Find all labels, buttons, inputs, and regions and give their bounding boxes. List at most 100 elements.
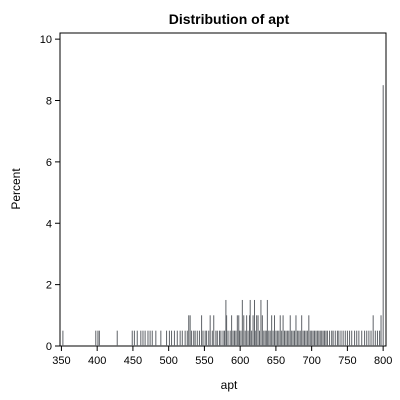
bar	[261, 315, 263, 346]
bar	[296, 330, 298, 346]
bar	[364, 330, 366, 346]
bar	[309, 330, 311, 346]
y-tick-label: 2	[46, 280, 52, 292]
bar	[332, 330, 334, 346]
bar	[322, 330, 324, 346]
y-tick-label: 4	[46, 218, 52, 230]
bar	[191, 330, 193, 346]
y-tick-label: 0	[46, 341, 52, 353]
bar	[319, 330, 321, 346]
y-axis-label: Percent	[9, 168, 23, 210]
bar	[266, 299, 268, 346]
bar	[305, 330, 307, 346]
bar	[260, 299, 262, 346]
bar	[202, 330, 204, 346]
bar	[249, 299, 251, 346]
bar	[294, 330, 296, 346]
bar	[232, 330, 234, 346]
bar	[331, 330, 333, 346]
x-tick-label: 450	[124, 355, 142, 367]
bar	[188, 315, 190, 346]
bar	[340, 330, 342, 346]
bar	[379, 330, 381, 346]
bar	[176, 330, 178, 346]
bar	[308, 315, 310, 346]
bar	[354, 330, 356, 346]
bar	[216, 330, 218, 346]
bar	[136, 330, 138, 346]
bar	[211, 330, 213, 346]
y-tick-label: 6	[46, 157, 52, 169]
x-axis-label: apt	[221, 378, 238, 392]
bar	[240, 330, 242, 346]
bar	[302, 330, 304, 346]
bar	[168, 330, 170, 346]
bar	[346, 330, 348, 346]
bar	[269, 330, 271, 346]
bar	[366, 330, 368, 346]
bar	[241, 299, 243, 346]
bar	[268, 330, 270, 346]
bar	[274, 315, 276, 346]
bar	[198, 330, 200, 346]
bar	[95, 330, 97, 346]
bar	[271, 315, 273, 346]
bar	[254, 330, 256, 346]
bar	[289, 315, 291, 346]
bar	[189, 315, 191, 346]
bar	[173, 330, 175, 346]
bar	[263, 330, 265, 346]
bar	[370, 330, 372, 346]
bar	[276, 330, 278, 346]
bar	[238, 315, 240, 346]
bar	[374, 330, 376, 346]
bar	[160, 330, 162, 346]
bar	[380, 315, 382, 346]
bar	[204, 330, 206, 346]
bar	[238, 330, 240, 346]
x-tick-label: 750	[338, 355, 356, 367]
bar	[257, 315, 259, 346]
bar	[321, 330, 323, 346]
bar	[311, 330, 313, 346]
bar	[222, 330, 224, 346]
bar	[206, 330, 208, 346]
bar	[272, 330, 274, 346]
bar	[336, 330, 338, 346]
bar	[344, 330, 346, 346]
bar	[235, 330, 237, 346]
bar	[133, 330, 135, 346]
bar	[151, 330, 153, 346]
bar	[325, 330, 327, 346]
bar	[304, 330, 306, 346]
bar	[312, 330, 314, 346]
x-tick-label: 600	[231, 355, 249, 367]
x-tick-label: 500	[159, 355, 177, 367]
bar	[131, 330, 133, 346]
bar	[149, 330, 151, 346]
bar	[184, 330, 186, 346]
bar	[213, 315, 215, 346]
bar	[316, 330, 318, 346]
bar	[218, 330, 220, 346]
bar	[223, 330, 225, 346]
bar	[288, 330, 290, 346]
bar	[279, 315, 281, 346]
bar	[324, 330, 326, 346]
x-tick-label: 350	[52, 355, 70, 367]
bar	[171, 330, 173, 346]
bar	[372, 315, 374, 346]
bar	[193, 330, 195, 346]
bar	[259, 330, 260, 346]
bar	[229, 330, 231, 346]
bar	[225, 299, 227, 346]
bar	[116, 330, 118, 346]
bar	[329, 330, 331, 346]
bar	[155, 330, 157, 346]
bar	[226, 315, 228, 346]
x-tick-label: 800	[374, 355, 392, 367]
bar	[382, 85, 384, 347]
bar	[181, 330, 183, 346]
bar	[220, 330, 222, 346]
